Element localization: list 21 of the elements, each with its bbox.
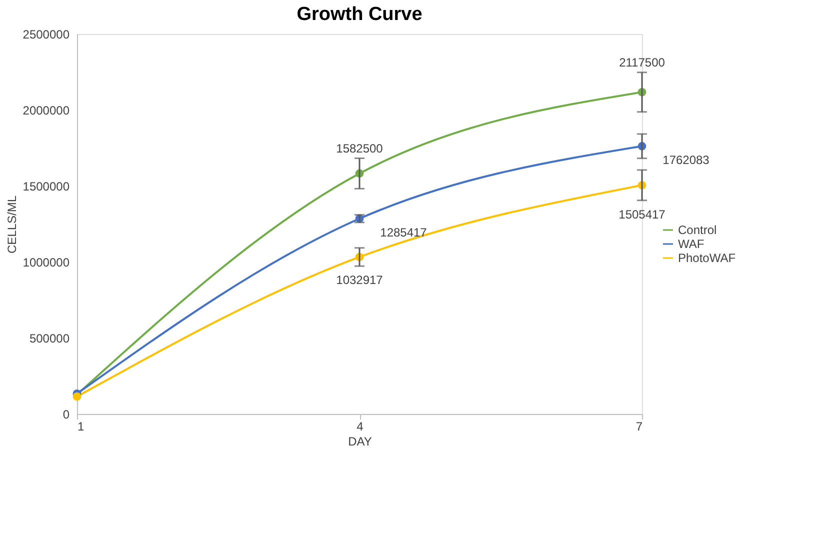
- x-tick-label: 1: [78, 420, 84, 434]
- y-tick-label: 2000000: [22, 104, 70, 118]
- y-tick-label: 500000: [29, 332, 70, 346]
- data-label: 1032917: [336, 273, 384, 288]
- data-label: 2117500: [619, 55, 666, 70]
- y-axis-title: CELLS/ML: [4, 195, 19, 254]
- data-label: 1285417: [380, 226, 428, 240]
- legend-label: WAF: [678, 237, 704, 251]
- legend-label: PhotoWAF: [678, 251, 736, 265]
- y-tick-label: 1000000: [22, 256, 70, 270]
- x-axis-title: DAY: [348, 434, 372, 448]
- x-tick-label: 7: [636, 420, 643, 434]
- data-label: 1762083: [662, 153, 710, 168]
- y-tick-label: 1500000: [22, 180, 70, 194]
- x-tick-label: 4: [356, 420, 364, 434]
- legend-label: Control: [678, 223, 717, 237]
- y-tick-label: 2500000: [22, 28, 70, 42]
- y-tick-label: 0: [62, 408, 70, 422]
- data-label: 1582500: [336, 141, 384, 156]
- data-label: 1505417: [618, 207, 666, 222]
- chart-title: Growth Curve: [296, 4, 422, 25]
